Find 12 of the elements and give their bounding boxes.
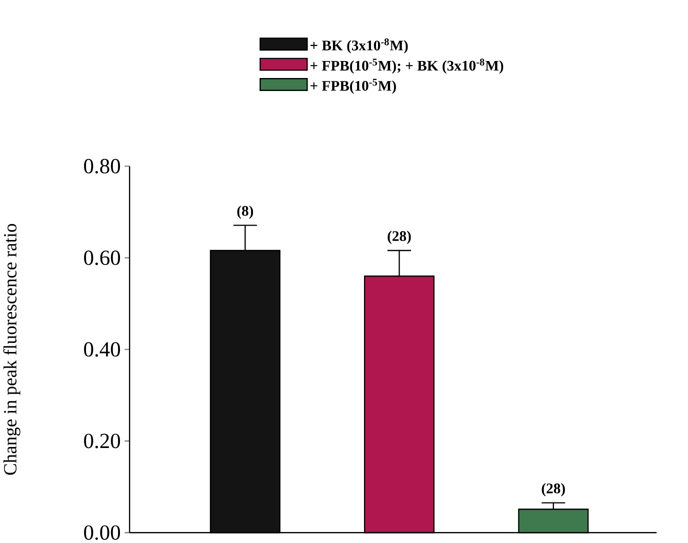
legend-label: + FPB(10$^{-5}$M) xyxy=(310,78,396,94)
y-tick-label: 0.00 xyxy=(84,525,120,540)
y-axis-title: Change in peak fluorescence ratio xyxy=(3,224,20,475)
annotation: (28) xyxy=(542,483,565,496)
y-tick-label: 0.20 xyxy=(84,434,120,448)
y-tick-label: 0.60 xyxy=(84,250,120,266)
annotation: (28) xyxy=(388,230,411,244)
annotation: (8) xyxy=(237,205,254,219)
legend-label: + FPB(10$^{-5}$M); + BK (3x10$^{-8}$M) xyxy=(310,58,504,74)
y-tick-label: 0.40 xyxy=(84,342,120,357)
y-tick-label: 0.80 xyxy=(84,158,120,174)
legend-label: + BK (3x10$^{-8}$M) xyxy=(310,38,408,54)
